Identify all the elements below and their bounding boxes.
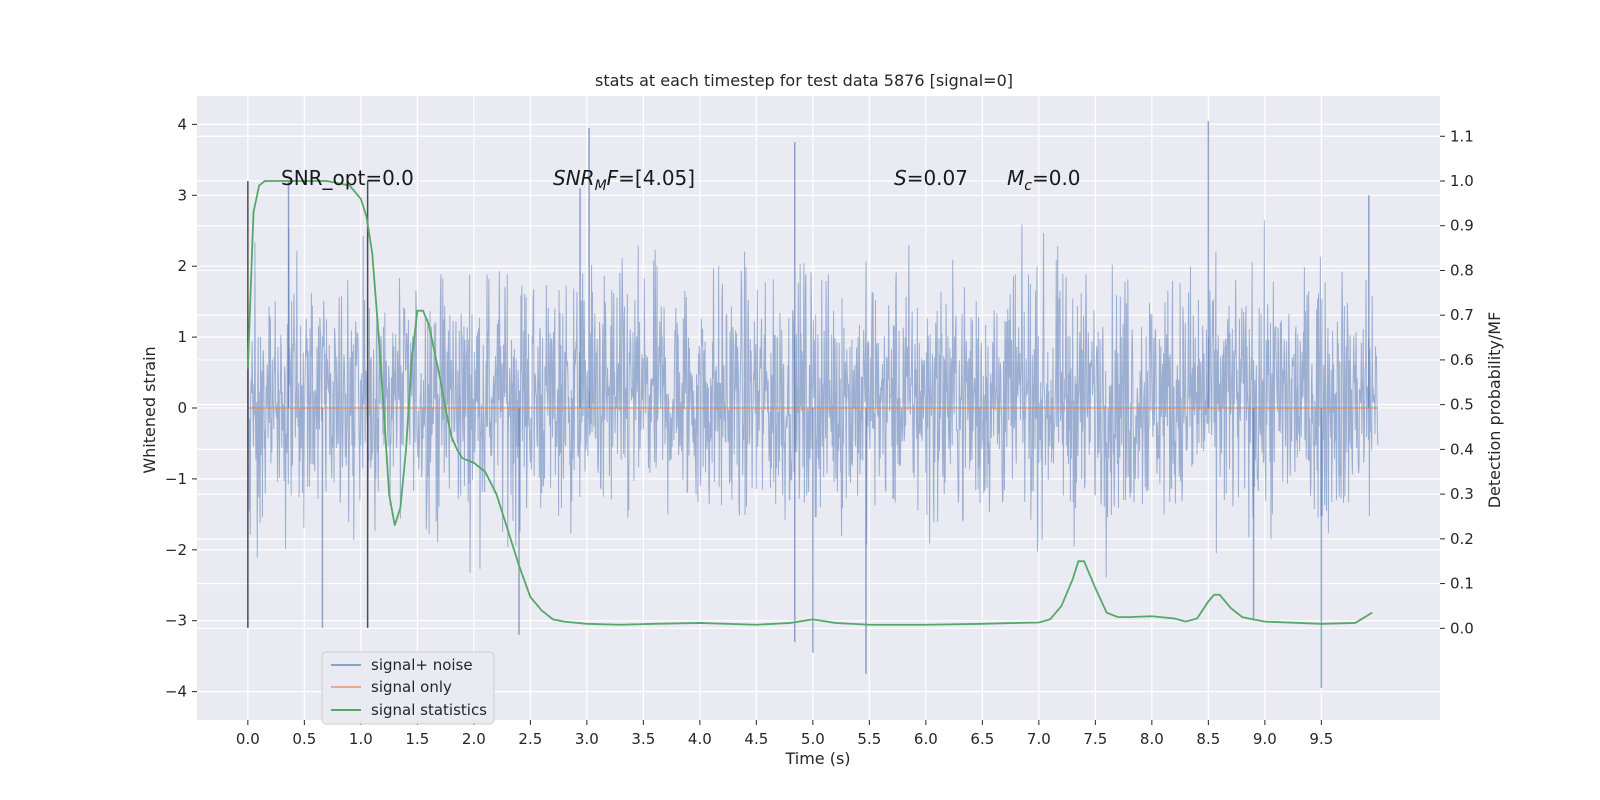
y-tick-label: −1 xyxy=(165,470,187,488)
y-axis-ticks: 4 3 2 1 0 −1 −2 −3 −4 xyxy=(165,115,197,701)
y2-tick-label: 1.0 xyxy=(1450,172,1474,190)
y-tick-label: 1 xyxy=(177,328,187,346)
x-tick-label: 4.5 xyxy=(744,730,768,748)
y-axis-label: Whitened strain xyxy=(140,346,159,473)
y2-axis-label: Detection probability/MF xyxy=(1485,312,1504,509)
legend-label-stats: signal statistics xyxy=(371,701,487,719)
x-tick-label: 5.5 xyxy=(857,730,881,748)
legend-box xyxy=(321,651,495,725)
y-tick-label: 4 xyxy=(177,115,187,133)
vertical-markers xyxy=(247,181,369,628)
x-axis-label: Time (s) xyxy=(784,749,850,768)
annotation-snr-mf: SNRMF=[4.05] xyxy=(553,166,695,194)
y2-tick-label: 0.1 xyxy=(1450,575,1474,593)
y2-tick-label: 0.9 xyxy=(1450,217,1474,235)
y-tick-label: 0 xyxy=(177,399,187,417)
x-tick-label: 9.0 xyxy=(1253,730,1277,748)
y-tick-label: −4 xyxy=(165,683,187,701)
y2-tick-label: 0.2 xyxy=(1450,530,1474,548)
x-tick-label: 9.5 xyxy=(1309,730,1333,748)
series-signal-statistics xyxy=(246,180,1373,626)
x-tick-label: 2.0 xyxy=(462,730,486,748)
y2-tick-label: 0.6 xyxy=(1450,351,1474,369)
annotation-snr-opt: SNR_opt=0.0 xyxy=(281,166,414,190)
y-tick-label: −3 xyxy=(165,612,187,630)
annotation-s: S=0.07 xyxy=(894,166,968,190)
x-tick-label: 3.5 xyxy=(631,730,655,748)
y-tick-label: −2 xyxy=(165,541,187,559)
x-tick-label: 6.5 xyxy=(970,730,994,748)
x-tick-label: 8.5 xyxy=(1196,730,1220,748)
y2-tick-label: 0.4 xyxy=(1450,440,1474,458)
annotations: SNR_opt=0.0 SNRMF=[4.05] S=0.07 Mc=0.0 xyxy=(281,166,1081,194)
x-axis-ticks: 0.0 0.5 1.0 1.5 2.0 2.5 3.0 3.5 4.0 4.5 5.0 5.5 6.0 6… xyxy=(236,720,1333,748)
x-tick-label: 4.0 xyxy=(688,730,712,748)
y2-tick-label: 0.8 xyxy=(1450,261,1474,279)
chart-title: stats at each timestep for test data 587… xyxy=(595,71,1013,90)
noise-trace xyxy=(247,220,1379,578)
y-tick-label: 3 xyxy=(177,186,187,204)
y2-tick-label: 0.5 xyxy=(1450,396,1474,414)
x-tick-label: 8.0 xyxy=(1140,730,1164,748)
x-tick-label: 5.0 xyxy=(801,730,825,748)
x-tick-label: 7.5 xyxy=(1083,730,1107,748)
x-tick-label: 2.5 xyxy=(518,730,542,748)
x-tick-label: 1.5 xyxy=(405,730,429,748)
annotation-mc: Mc=0.0 xyxy=(1007,166,1081,194)
x-tick-label: 6.0 xyxy=(914,730,938,748)
x-tick-label: 7.0 xyxy=(1027,730,1051,748)
legend-label-signal: signal only xyxy=(371,678,452,696)
legend: signal+ noise signal only signal statist… xyxy=(321,651,495,725)
legend-label-noise: signal+ noise xyxy=(371,656,473,674)
x-tick-label: 3.0 xyxy=(575,730,599,748)
x-tick-label: 1.0 xyxy=(349,730,373,748)
series-signal-noise xyxy=(247,120,1379,689)
y2-tick-label: 0.0 xyxy=(1450,619,1474,637)
x-tick-label: 0.0 xyxy=(236,730,260,748)
y-tick-label: 2 xyxy=(177,257,187,275)
y2-axis-ticks: 1.1 1.0 0.9 0.8 0.7 0.6 0.5 0.4 0.3 0.2 0.1 0.0 xyxy=(1440,127,1474,637)
x-tick-label: 0.5 xyxy=(292,730,316,748)
y2-tick-label: 0.7 xyxy=(1450,306,1474,324)
y2-tick-label: 0.3 xyxy=(1450,485,1474,503)
y2-tick-label: 1.1 xyxy=(1450,127,1474,145)
